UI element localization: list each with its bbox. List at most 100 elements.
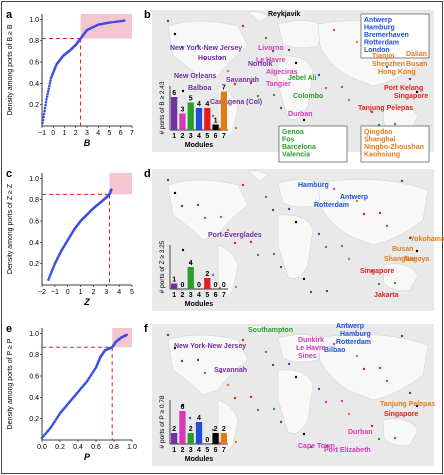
port-label-b-line: Antwerp [364,17,392,24]
x-tick-label-a: 6 [119,130,123,137]
port-label-b: Genoa Fos Barcelona Valencia [282,129,316,159]
port-dot-f [355,354,359,358]
panel-letter-d: d [144,168,151,180]
inset-bar-label-d: 0 [222,282,226,289]
inset-bar-d [204,278,211,289]
port-label-f: Cape Town [298,443,335,450]
port-dot-d [309,290,313,294]
cdf-point-a [47,87,51,90]
port-label-b-line: London [364,47,390,54]
port-dot-d [233,241,237,245]
inset-bar-f [171,433,178,444]
inset-bar-label-f: 2 [172,426,176,433]
port-dot-d [317,232,321,236]
port-dot-d [400,179,404,183]
port-dot-f [415,404,419,408]
inset-bar-f [179,411,186,444]
port-label-b: Reykjavik [268,11,300,18]
inset-module-tick-f: 5 [205,447,209,454]
continent-b [277,55,314,120]
x-tick-label-a: 1 [63,130,67,137]
label-box-b [278,125,348,163]
inset-bar-label-d: 1 [172,277,176,284]
port-dot-f [272,407,276,411]
port-dot-d [325,289,329,293]
continent-b [277,20,324,49]
port-dot-b [340,85,344,89]
port-dot-f [324,400,328,404]
cdf-point-a [116,20,120,23]
port-dot-b [347,98,351,102]
inset-bar-b [187,102,194,130]
port-dot-d [226,228,230,232]
inset-bar-label-b: 5 [189,96,193,103]
x-tick-label-a: 3 [85,130,89,137]
panel-letter-f: f [144,323,148,335]
port-dot-b [370,110,374,114]
inset-module-tick-d: 7 [222,292,226,299]
port-dot-f [173,346,177,350]
port-dot-f [264,350,268,354]
x-axis-label-a: B [84,138,91,148]
cdf-point-c [50,270,53,273]
port-dot-b [166,19,170,23]
cdf-point-a [48,84,51,88]
port-dot-d [181,248,185,252]
port-dot-d [256,253,260,257]
port-dot-b [385,65,389,69]
port-label-b-line: Genoa [282,129,304,136]
port-label-b-line: Rotterdam [364,40,399,47]
port-dot-b [196,44,200,48]
port-dot-b [355,40,359,44]
y-tick-label-a: 0.2 [29,102,39,109]
inset-bar-b [195,108,203,130]
port-dot-b [393,122,397,126]
port-dot-d [219,215,223,219]
port-dot-d [385,224,389,228]
port-label-f: Sines [298,353,317,360]
continent-d [382,263,419,291]
port-dot-d [302,277,306,281]
port-dot-b [219,56,223,60]
port-dot-b [241,24,245,28]
continent-f [247,325,269,337]
port-label-b: Dalian [406,51,427,58]
port-dot-b [180,45,184,49]
port-label-b: Shenzhen [372,61,405,68]
continent-d [217,244,239,297]
port-dot-b [181,89,185,93]
port-dot-b [324,86,328,90]
port-label-b: Antwerp Hamburg Bremerhaven Rotterdam London [364,17,409,54]
inset-bar-label-d: 4 [189,260,193,267]
port-dot-f [234,440,238,444]
inset-bar-f [212,433,219,444]
cdf-point-e [125,333,129,337]
continent-d [317,179,429,246]
world-map-d [167,170,429,297]
port-label-b: Livorno [258,45,284,52]
x-axis-label-e: P [84,452,91,462]
cdf-point-a [42,115,45,119]
x-tick-label-c: 3 [104,289,108,296]
inset-bar-label-f: 2 [189,426,193,433]
continent-f [277,369,314,434]
port-dot-d [324,245,328,249]
inset-module-tick-f: 3 [189,447,193,454]
inset-bar-b [171,97,178,130]
port-dot-f [180,359,184,363]
inset-bar-label-f: 6 [180,404,184,411]
port-dot-f [294,375,298,379]
y-axis-label-a: Density among ports of B ≥ B [7,24,14,115]
port-dot-f [256,408,260,412]
continent-f [317,334,429,401]
x-tick-label-a: 5 [108,130,112,137]
cdf-point-a [42,112,46,116]
port-dot-f [279,420,283,424]
inset-y-label-d: # ports of Z ≥ 3.25 [159,240,166,293]
port-dot-b [233,82,237,86]
y-tick-label-e: 1.0 [29,331,39,338]
continent-f [277,334,324,363]
port-dot-f [203,371,207,375]
port-dot-d [370,269,374,273]
port-label-d: Antwerp [340,194,368,201]
